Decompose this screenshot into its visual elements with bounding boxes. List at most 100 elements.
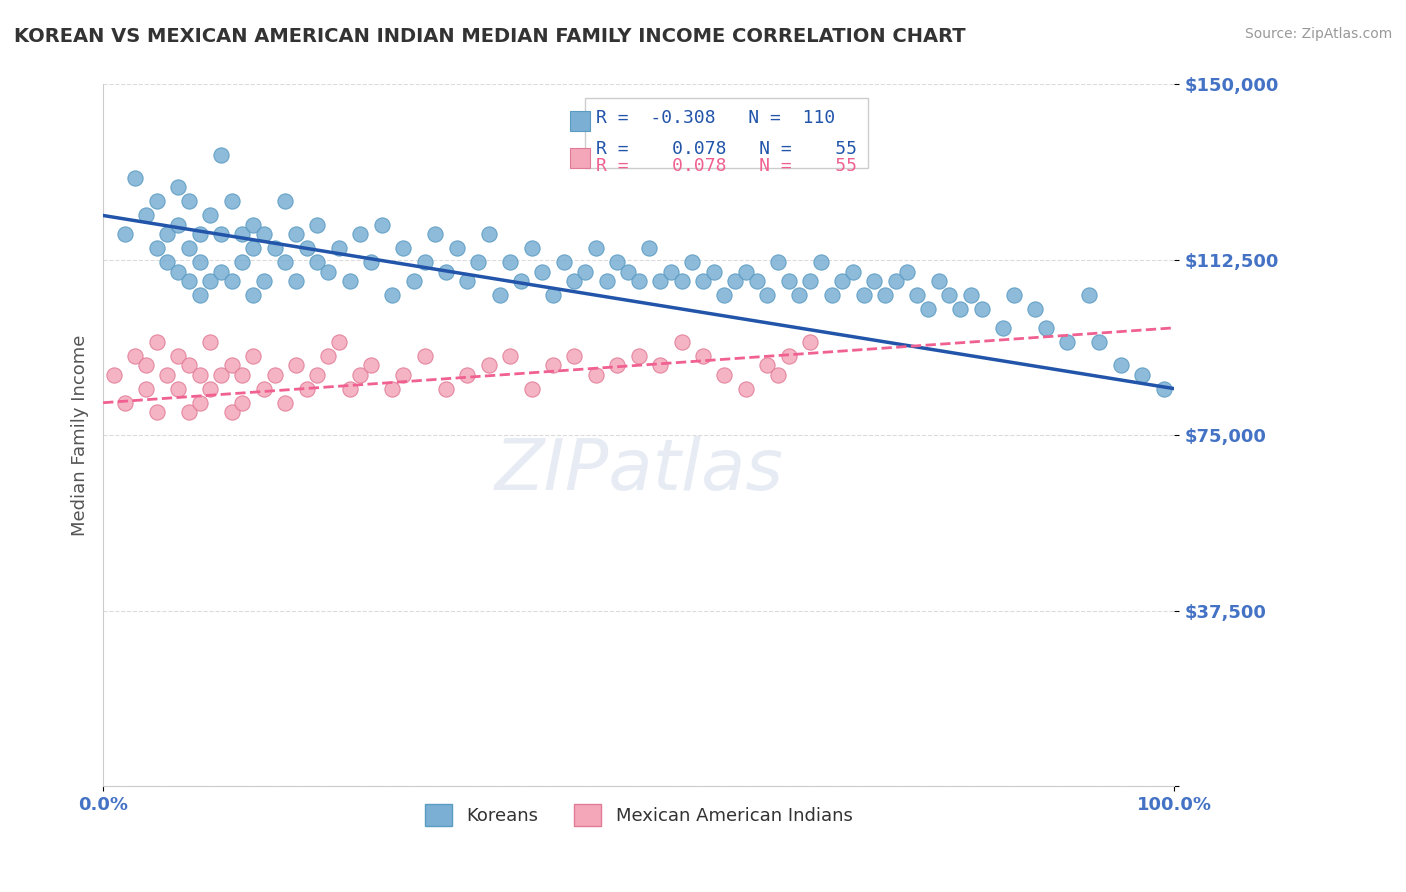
Point <box>114 227 136 242</box>
Point <box>564 274 586 288</box>
Point <box>991 321 1014 335</box>
Point <box>177 241 200 255</box>
Point <box>188 227 211 242</box>
Point <box>541 288 564 302</box>
Text: R =    0.078   N =    55: R = 0.078 N = 55 <box>596 157 856 175</box>
Point <box>209 147 232 161</box>
Point <box>103 368 125 382</box>
Point <box>177 274 200 288</box>
Point <box>413 349 436 363</box>
Point <box>135 209 157 223</box>
Point <box>242 218 264 232</box>
Point <box>274 255 297 269</box>
Text: ZIPatlas: ZIPatlas <box>495 436 783 505</box>
Point <box>852 288 875 302</box>
Point <box>520 241 543 255</box>
Point <box>295 382 318 396</box>
Point <box>564 349 586 363</box>
Point <box>905 288 928 302</box>
Point <box>650 358 672 372</box>
Point <box>316 265 339 279</box>
Point <box>778 349 800 363</box>
Point <box>531 265 554 279</box>
Point <box>135 358 157 372</box>
Point <box>1109 358 1132 372</box>
Point <box>156 368 179 382</box>
Point <box>681 255 703 269</box>
Point <box>606 358 628 372</box>
Point <box>1002 288 1025 302</box>
Point <box>831 274 853 288</box>
Point <box>188 255 211 269</box>
Point <box>928 274 950 288</box>
Point <box>863 274 886 288</box>
Point <box>124 171 146 186</box>
Point <box>766 255 789 269</box>
Point <box>724 274 747 288</box>
Point <box>541 358 564 372</box>
Point <box>145 405 167 419</box>
Point <box>177 405 200 419</box>
Point <box>177 194 200 209</box>
Text: KOREAN VS MEXICAN AMERICAN INDIAN MEDIAN FAMILY INCOME CORRELATION CHART: KOREAN VS MEXICAN AMERICAN INDIAN MEDIAN… <box>14 27 966 45</box>
Point <box>766 368 789 382</box>
Point <box>328 334 350 349</box>
Point <box>574 265 596 279</box>
Point <box>1035 321 1057 335</box>
Point <box>328 241 350 255</box>
Point <box>360 358 382 372</box>
Point <box>810 255 832 269</box>
Point <box>820 288 842 302</box>
Point <box>1130 368 1153 382</box>
Point <box>478 358 501 372</box>
Point <box>209 227 232 242</box>
Point <box>478 227 501 242</box>
Point <box>875 288 897 302</box>
Point <box>938 288 960 302</box>
Point <box>789 288 811 302</box>
Point <box>1088 334 1111 349</box>
Point <box>370 218 392 232</box>
Point <box>231 395 253 409</box>
Point <box>221 194 243 209</box>
Point <box>392 241 415 255</box>
Point <box>671 274 693 288</box>
Point <box>756 288 779 302</box>
Point <box>896 265 918 279</box>
Point <box>221 405 243 419</box>
Point <box>617 265 640 279</box>
Point <box>200 382 222 396</box>
Point <box>135 382 157 396</box>
Point <box>231 227 253 242</box>
Point <box>1153 382 1175 396</box>
Text: R =  -0.308   N =  110
R =    0.078   N =    55: R = -0.308 N = 110 R = 0.078 N = 55 <box>596 109 856 158</box>
Point <box>970 302 993 317</box>
Point <box>349 227 371 242</box>
Point <box>167 265 190 279</box>
Legend: Koreans, Mexican American Indians: Koreans, Mexican American Indians <box>418 797 860 834</box>
Point <box>402 274 425 288</box>
Point <box>295 241 318 255</box>
Point <box>253 227 276 242</box>
Point <box>434 382 457 396</box>
Point <box>307 255 329 269</box>
Point <box>188 368 211 382</box>
Point <box>200 334 222 349</box>
Point <box>446 241 468 255</box>
Point <box>200 274 222 288</box>
Point <box>274 395 297 409</box>
Point <box>231 368 253 382</box>
Point <box>425 227 447 242</box>
Point <box>585 368 607 382</box>
Point <box>735 382 758 396</box>
Point <box>960 288 983 302</box>
Point <box>349 368 371 382</box>
Point <box>703 265 725 279</box>
Point <box>381 382 404 396</box>
Point <box>842 265 865 279</box>
Point <box>692 349 714 363</box>
Point <box>799 274 821 288</box>
Point <box>392 368 415 382</box>
Point <box>360 255 382 269</box>
Y-axis label: Median Family Income: Median Family Income <box>72 334 89 536</box>
